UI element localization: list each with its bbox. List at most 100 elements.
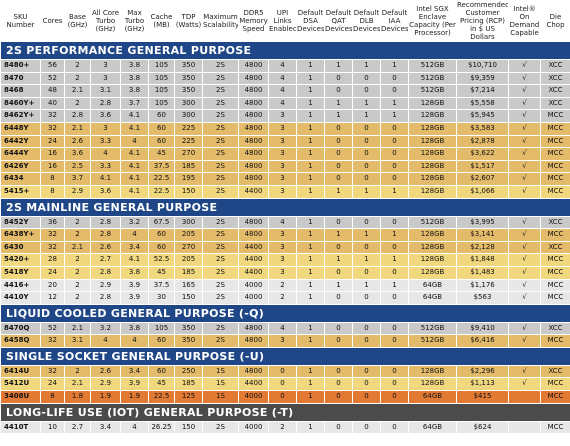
- cell: 128GB: [408, 240, 457, 255]
- cell: $6,416: [456, 334, 509, 348]
- cell: √: [508, 84, 541, 98]
- cell: 4800: [238, 59, 269, 73]
- cell: 1: [380, 59, 409, 73]
- cell: 24: [40, 377, 65, 392]
- column-header: Intel SGX Enclave Capacity (Per Processo…: [408, 0, 457, 42]
- cell: 3.8: [120, 265, 149, 280]
- cell: $2,878: [456, 134, 509, 149]
- cell: 32: [40, 240, 65, 255]
- cell: 270: [174, 240, 203, 255]
- cell: 2.9: [90, 278, 121, 293]
- cell: MCC: [540, 291, 570, 305]
- cell: 0: [380, 215, 409, 230]
- cell: 2.6: [64, 134, 91, 149]
- cell: 0: [380, 134, 409, 149]
- sku-row: 8460Y+ 40 2 2.8 3.7 105 300 2S 4800 4 1 1 1 1 128GB $5,…: [0, 96, 570, 111]
- cell: 1: [296, 334, 325, 348]
- cell: 4: [120, 134, 149, 149]
- cell: 225: [174, 121, 203, 136]
- cell: 12: [40, 291, 65, 305]
- cell: 0: [268, 364, 297, 379]
- column-header: SKU Number: [0, 0, 41, 42]
- cell: $3,141: [456, 228, 509, 242]
- cell: 1: [296, 109, 325, 123]
- column-header: Base (GHz): [64, 0, 91, 42]
- cell: 512GB: [408, 84, 457, 98]
- cell: MCC: [540, 390, 570, 404]
- cell: 0: [352, 172, 381, 186]
- cell: 2.8: [90, 96, 121, 111]
- cell: 2: [64, 364, 91, 379]
- cell: 0: [352, 291, 381, 305]
- cell: 128GB: [408, 159, 457, 174]
- cell: 0: [324, 377, 353, 392]
- cell: 1: [324, 253, 353, 267]
- cell: √: [508, 265, 541, 280]
- cell: 36: [40, 215, 65, 230]
- cell: 8: [40, 390, 65, 404]
- cell: $2,296: [456, 364, 509, 379]
- cell: 1: [352, 228, 381, 242]
- cell: 1: [296, 84, 325, 98]
- cell: 1: [380, 109, 409, 123]
- cell: 20: [40, 278, 65, 293]
- cell: 0: [268, 390, 297, 404]
- cell: 1: [324, 278, 353, 293]
- cell: 0: [352, 121, 381, 136]
- cell: 45: [148, 147, 175, 161]
- cell: 0: [352, 364, 381, 379]
- cell: MCC: [540, 121, 570, 136]
- cell: 3.2: [90, 321, 121, 336]
- cell: 4800: [238, 109, 269, 123]
- sku-cell: 4410T: [0, 420, 41, 435]
- column-header: Default QAT Devices: [324, 0, 353, 42]
- cell: 512GB: [408, 321, 457, 336]
- cell: $1,113: [456, 377, 509, 392]
- cell: 3: [268, 121, 297, 136]
- sku-cell: 6448Y: [0, 121, 41, 136]
- cell: 1: [296, 59, 325, 73]
- cell: 2.1: [64, 321, 91, 336]
- cell: 4800: [238, 96, 269, 111]
- cell: 28: [40, 253, 65, 267]
- table-body: SKU Number Cores Base (GHz) All Core Turbo …: [0, 0, 570, 435]
- cell: 4800: [238, 172, 269, 186]
- cell: 1: [296, 184, 325, 199]
- cell: 1: [296, 390, 325, 404]
- cell: 0: [324, 291, 353, 305]
- cell: 225: [174, 134, 203, 149]
- cell: 2: [64, 71, 91, 86]
- cell: √: [508, 59, 541, 73]
- cell: 4.1: [120, 184, 149, 199]
- cell: 4400: [238, 265, 269, 280]
- cell: 2S: [202, 265, 239, 280]
- cell: MCC: [540, 334, 570, 348]
- cell: 4.1: [120, 121, 149, 136]
- cell: 3: [268, 147, 297, 161]
- cell: $5,945: [456, 109, 509, 123]
- cell: 185: [174, 159, 203, 174]
- sku-row: 4416+ 20 2 2.9 3.9 37.5 165 2S 4000 2 1 1 1 1 64GB $1,1…: [0, 278, 570, 293]
- cell: 1: [324, 109, 353, 123]
- cell: 1.9: [120, 390, 149, 404]
- cell: 4800: [238, 321, 269, 336]
- sku-row: 6414U 32 2 2.6 3.4 60 250 1S 4800 0 1 0 0 0 128GB $2,29…: [0, 364, 570, 379]
- cell: MCC: [540, 278, 570, 293]
- cell: 1: [352, 278, 381, 293]
- cell: 0: [324, 420, 353, 435]
- cell: 2.5: [64, 159, 91, 174]
- cell: 4.1: [120, 253, 149, 267]
- cell: √: [508, 291, 541, 305]
- sku-row: 4410T 10 2.7 3.4 4 26.25 150 2S 4000 2 1 0 0 0 64GB $62…: [0, 420, 570, 435]
- cell: 0: [324, 159, 353, 174]
- cell: 4800: [238, 364, 269, 379]
- cell: 4: [268, 59, 297, 73]
- cell: 1S: [202, 377, 239, 392]
- cell: $1,176: [456, 278, 509, 293]
- cell: $1,517: [456, 159, 509, 174]
- cell: 1S: [202, 364, 239, 379]
- cell: 4400: [238, 184, 269, 199]
- sku-cell: 5418Y: [0, 265, 41, 280]
- cell: 16: [40, 147, 65, 161]
- column-header: Intel® On Demand Capable: [508, 0, 541, 42]
